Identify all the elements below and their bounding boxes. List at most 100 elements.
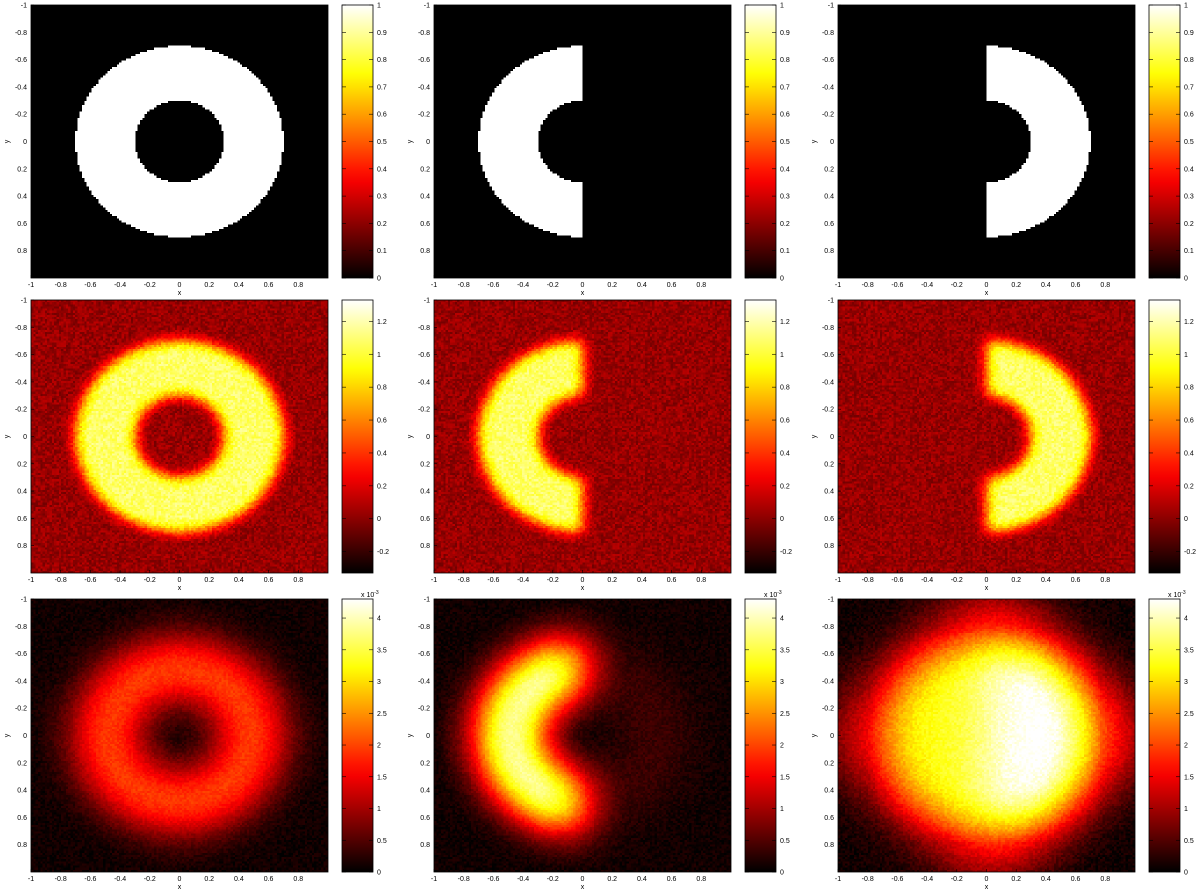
- x-tick-label: 0.6: [1071, 577, 1081, 584]
- colorbar-tick-label: 0.6: [377, 418, 387, 425]
- colorbar-exponent: x 10-3: [764, 590, 782, 599]
- colorbar-gradient: [744, 4, 777, 279]
- y-axis-label: y: [407, 434, 414, 438]
- colorbar-tick-label: -0.2: [780, 549, 792, 556]
- colorbar-tick-label: 0: [377, 870, 381, 877]
- x-axis-label: x: [581, 884, 585, 891]
- x-tick-label: -0.2: [144, 577, 156, 584]
- y-axis-label: y: [407, 733, 414, 737]
- colorbar-tick-label: 0.5: [1184, 838, 1194, 845]
- colorbar-tick-label: 0: [780, 870, 784, 877]
- x-tick-label: -0.4: [114, 282, 126, 289]
- x-tick-label: -1: [431, 577, 437, 584]
- colorbar-tick-label: 0.8: [377, 385, 387, 392]
- y-tick-label: 0.2: [17, 461, 27, 468]
- y-tick-label: 0.2: [420, 166, 430, 173]
- y-tick-label: -1: [21, 597, 27, 604]
- x-tick-label: -0.8: [458, 282, 470, 289]
- colorbar-tick-label: 2: [1184, 743, 1188, 750]
- heatmap-panel-0-0: -1 -0.8 -0.6 -0.4 -0.2 0 0.2 0.4 0.6 0.8 -1 -0.8 -0.…: [4, 3, 387, 298]
- y-tick-label: 0.4: [420, 194, 430, 201]
- heatmap-panel-1-1: -1 -0.8 -0.6 -0.4 -0.2 0 0.2 0.4 0.6 0.8 -1 -0.8 -0.…: [407, 298, 792, 593]
- y-tick-label: 0.6: [17, 815, 27, 822]
- x-tick-label: 0.2: [607, 577, 617, 584]
- colorbar-tick-label: 0: [780, 516, 784, 523]
- colorbar-tick-label: 0.5: [377, 838, 387, 845]
- colorbar-tick-label: 0.4: [1184, 450, 1194, 457]
- x-tick-label: 0.2: [607, 282, 617, 289]
- heatmap-panel-2-2: -1 -0.8 -0.6 -0.4 -0.2 0 0.2 0.4 0.6 0.8 -1 -0.8 -0.…: [811, 590, 1194, 891]
- x-tick-label: -0.8: [55, 577, 67, 584]
- y-tick-label: -0.6: [15, 57, 27, 64]
- x-tick-label: 0.2: [1011, 577, 1021, 584]
- x-axis-label: x: [581, 585, 585, 592]
- y-tick-label: 0.4: [420, 788, 430, 795]
- colorbar-gradient: [341, 299, 374, 574]
- colorbar-tick-label: 2.5: [1184, 711, 1194, 718]
- y-tick-label: -0.2: [822, 407, 834, 414]
- x-tick-label: 0.6: [667, 577, 677, 584]
- heatmap-image: [31, 599, 328, 872]
- x-tick-label: -0.4: [921, 577, 933, 584]
- x-tick-label: 0: [178, 876, 182, 883]
- x-tick-label: 0.6: [264, 282, 274, 289]
- colorbar-tick-label: 1: [780, 806, 784, 813]
- x-tick-label: -0.6: [487, 282, 499, 289]
- x-tick-label: 0.6: [667, 876, 677, 883]
- x-tick-label: -0.4: [517, 876, 529, 883]
- x-tick-label: -1: [835, 282, 841, 289]
- y-tick-label: -1: [828, 3, 834, 10]
- y-tick-label: -0.6: [822, 57, 834, 64]
- x-tick-label: 0.4: [234, 577, 244, 584]
- y-tick-label: 0.4: [17, 194, 27, 201]
- x-tick-label: 0.4: [234, 876, 244, 883]
- x-tick-label: 0: [985, 282, 989, 289]
- colorbar: -0.2 0 0.2 0.4 0.6 0.8 1 1.2: [744, 299, 792, 574]
- colorbar-tick-label: 1.5: [780, 774, 790, 781]
- x-tick-label: -1: [835, 876, 841, 883]
- x-tick-label: -0.6: [891, 282, 903, 289]
- colorbar-tick-label: 0.6: [1184, 112, 1194, 119]
- x-tick-label: -0.8: [862, 577, 874, 584]
- y-tick-label: 0: [23, 733, 27, 740]
- x-tick-label: 0.6: [667, 282, 677, 289]
- x-tick-label: -0.6: [891, 876, 903, 883]
- x-tick-label: -0.6: [487, 876, 499, 883]
- colorbar-gradient: [1148, 4, 1181, 279]
- x-tick-label: -1: [28, 282, 34, 289]
- colorbar-tick-label: 1: [1184, 3, 1188, 10]
- colorbar-tick-label: 0: [1184, 276, 1188, 283]
- y-tick-label: -0.8: [15, 624, 27, 631]
- y-tick-label: -0.2: [822, 112, 834, 119]
- y-axis-label: y: [4, 733, 11, 737]
- colorbar: -0.2 0 0.2 0.4 0.6 0.8 1 1.2: [341, 299, 389, 574]
- colorbar-exponent: x 10-3: [361, 590, 379, 599]
- y-tick-label: -0.6: [15, 352, 27, 359]
- colorbar-tick-label: 0.5: [377, 139, 387, 146]
- heatmap-image: [434, 599, 731, 872]
- y-tick-label: -0.8: [418, 30, 430, 37]
- heatmap-panel-1-0: -1 -0.8 -0.6 -0.4 -0.2 0 0.2 0.4 0.6 0.8 -1 -0.8 -0.…: [4, 298, 389, 593]
- colorbar-tick-label: 0.4: [1184, 166, 1194, 173]
- colorbar-tick-label: 0.2: [1184, 483, 1194, 490]
- x-tick-label: 0.2: [204, 577, 214, 584]
- colorbar-tick-label: 0: [377, 276, 381, 283]
- x-tick-label: -0.2: [144, 282, 156, 289]
- heatmap-image: [838, 300, 1135, 573]
- y-tick-label: -1: [828, 597, 834, 604]
- colorbar-tick-label: 0.2: [377, 221, 387, 228]
- y-tick-label: 0: [23, 434, 27, 441]
- x-tick-label: -0.4: [114, 577, 126, 584]
- y-tick-label: 0.8: [420, 543, 430, 550]
- y-tick-label: 0.2: [824, 166, 834, 173]
- colorbar-tick-label: 0.8: [780, 57, 790, 64]
- x-tick-label: 0.4: [637, 282, 647, 289]
- colorbar-tick-label: 1.2: [377, 319, 387, 326]
- x-tick-label: 0.8: [293, 876, 303, 883]
- heatmap-image: [838, 599, 1135, 872]
- y-axis-label: y: [407, 139, 414, 143]
- x-tick-label: -0.6: [84, 876, 96, 883]
- y-tick-label: 0.2: [824, 461, 834, 468]
- y-tick-label: 0.6: [420, 815, 430, 822]
- colorbar-tick-label: 1: [780, 3, 784, 10]
